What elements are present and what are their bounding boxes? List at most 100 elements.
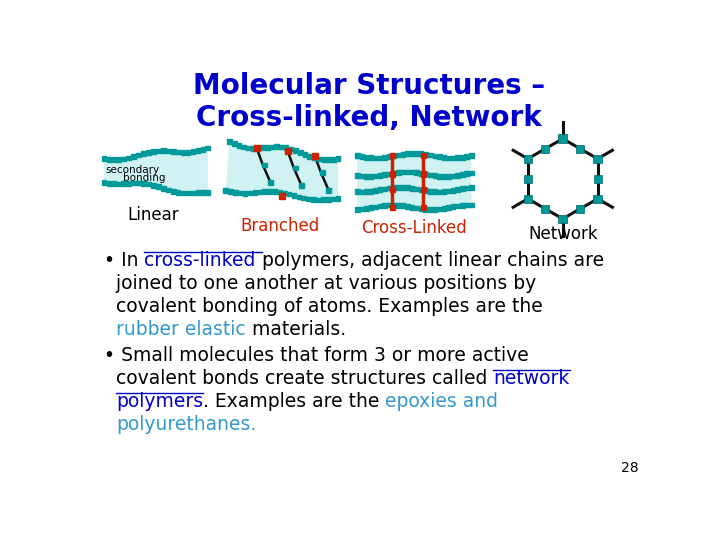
Bar <box>171 189 176 194</box>
Bar <box>433 154 437 158</box>
Bar <box>378 173 382 178</box>
Bar <box>423 188 428 193</box>
Bar <box>410 151 415 156</box>
Text: . Examples are the: . Examples are the <box>203 392 385 411</box>
Bar <box>107 181 111 186</box>
Bar <box>112 157 116 162</box>
Bar <box>321 198 325 202</box>
Polygon shape <box>225 142 338 200</box>
Bar <box>298 150 302 155</box>
Bar <box>451 204 455 209</box>
Text: Cross-Linked: Cross-Linked <box>361 219 467 237</box>
Bar <box>428 207 433 212</box>
Bar <box>390 205 395 210</box>
Bar <box>396 170 401 175</box>
Bar <box>428 189 433 194</box>
Bar <box>243 191 248 195</box>
Bar <box>451 156 455 160</box>
Bar <box>414 206 419 211</box>
Bar <box>248 191 253 195</box>
Bar <box>191 150 195 154</box>
Bar <box>392 154 396 158</box>
Text: epoxies and: epoxies and <box>385 392 498 411</box>
Bar <box>364 155 369 159</box>
Bar <box>378 156 382 160</box>
Bar <box>455 204 460 208</box>
Bar <box>201 190 205 194</box>
Bar <box>428 153 433 157</box>
Bar <box>524 175 532 183</box>
Bar <box>251 146 256 151</box>
Bar <box>400 185 405 190</box>
Bar <box>274 144 279 149</box>
Bar <box>102 180 107 185</box>
Bar <box>446 156 451 160</box>
Bar <box>228 190 233 194</box>
Bar <box>451 174 455 178</box>
Bar <box>312 156 317 160</box>
Bar <box>117 157 121 162</box>
Bar <box>293 148 298 153</box>
Bar <box>186 191 190 195</box>
Bar <box>171 149 176 154</box>
Bar <box>289 146 293 151</box>
Bar <box>246 145 251 150</box>
Bar <box>156 148 161 153</box>
Bar <box>559 134 567 143</box>
Bar <box>378 187 382 192</box>
Text: • In: • In <box>104 251 145 270</box>
Bar <box>414 187 419 192</box>
Bar <box>437 207 442 211</box>
Bar <box>373 205 378 209</box>
Bar <box>405 204 410 209</box>
Bar <box>284 145 289 150</box>
Bar <box>369 205 374 210</box>
Bar <box>302 152 307 157</box>
Bar <box>469 185 474 190</box>
Bar <box>161 148 166 153</box>
Bar <box>267 189 272 194</box>
Bar <box>260 145 265 150</box>
Bar <box>330 197 336 201</box>
Bar <box>151 149 156 154</box>
Bar <box>433 173 437 178</box>
Bar <box>156 185 161 189</box>
Bar <box>420 153 426 158</box>
Bar <box>232 141 237 146</box>
Text: polyurethanes.: polyurethanes. <box>116 415 256 434</box>
Bar <box>146 150 150 154</box>
Bar <box>423 172 428 177</box>
Bar <box>541 145 549 153</box>
Bar <box>136 181 141 185</box>
Text: polymers: polymers <box>116 392 203 411</box>
Bar <box>146 182 150 186</box>
Bar <box>312 153 318 159</box>
Bar <box>433 207 437 212</box>
Bar <box>410 186 415 191</box>
Bar <box>593 154 602 163</box>
Bar <box>369 189 374 193</box>
Bar <box>355 153 360 158</box>
Bar <box>131 154 136 159</box>
Bar <box>241 145 246 149</box>
Text: Branched: Branched <box>240 217 320 235</box>
Bar <box>205 190 210 194</box>
Bar <box>433 190 437 194</box>
Bar <box>272 190 276 194</box>
Bar <box>186 150 190 154</box>
Bar <box>455 187 460 192</box>
Bar <box>396 203 401 207</box>
Bar <box>387 202 392 207</box>
Bar <box>364 206 369 211</box>
Bar <box>201 147 205 152</box>
Bar <box>279 145 284 149</box>
Bar <box>373 174 378 178</box>
Bar <box>359 174 364 178</box>
Text: Linear: Linear <box>127 206 179 224</box>
Bar <box>205 146 210 150</box>
Bar <box>355 207 360 212</box>
Bar <box>364 174 369 179</box>
Bar <box>419 188 423 192</box>
Bar <box>181 191 185 195</box>
Bar <box>316 198 321 202</box>
